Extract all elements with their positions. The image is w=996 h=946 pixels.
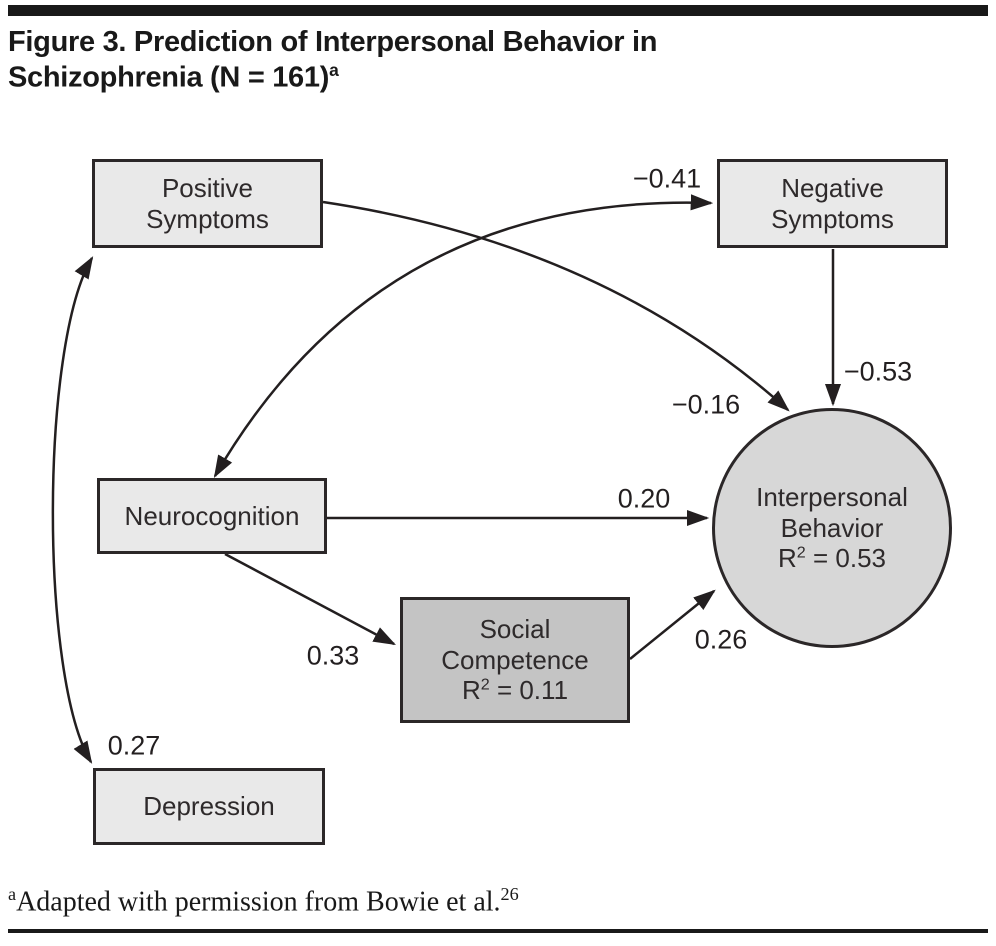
interpersonal-behavior-r2: R2 = 0.53 bbox=[778, 543, 886, 574]
node-social-competence: Social Competence R2 = 0.11 bbox=[400, 597, 630, 723]
arrow-depression-positive-symptoms bbox=[51, 256, 94, 764]
coefficient-neurocognition-negative-symptoms: −0.41 bbox=[632, 163, 702, 194]
node-negative-symptoms: Negative Symptoms bbox=[717, 159, 948, 248]
figure-title: Figure 3. Prediction of Interpersonal Be… bbox=[8, 25, 658, 96]
arrow-positive-symptoms-interpersonal bbox=[322, 200, 790, 412]
coefficient-positive-symptoms-interpersonal: −0.16 bbox=[671, 389, 741, 420]
arrow-neurocognition-negative-symptoms bbox=[213, 194, 714, 478]
node-neurocognition: Neurocognition bbox=[97, 478, 327, 554]
social-competence-r2: R2 = 0.11 bbox=[461, 675, 569, 706]
figure-title-line2: Schizophrenia (N = 161)a bbox=[8, 60, 339, 95]
figure-title-line1: Figure 3. Prediction of Interpersonal Be… bbox=[8, 26, 658, 58]
arrow-social-competence-interpersonal bbox=[629, 589, 716, 660]
coefficient-neurocognition-interpersonal: 0.20 bbox=[617, 483, 671, 514]
bottom-rule bbox=[8, 929, 988, 933]
node-positive-symptoms: Positive Symptoms bbox=[92, 159, 323, 248]
coefficient-negative-symptoms-interpersonal: −0.53 bbox=[843, 356, 913, 387]
coefficient-depression-positive-symptoms: 0.27 bbox=[107, 730, 161, 761]
node-depression: Depression bbox=[93, 768, 325, 845]
arrow-neurocognition-social-competence bbox=[224, 552, 396, 646]
title-superscript: a bbox=[329, 60, 339, 81]
footnote-superscript-post: 26 bbox=[500, 884, 519, 904]
footnote-superscript-pre: a bbox=[8, 884, 17, 904]
coefficient-neurocognition-social-competence: 0.33 bbox=[306, 640, 360, 671]
coefficient-social-competence-interpersonal: 0.26 bbox=[694, 624, 748, 655]
node-interpersonal-behavior: Interpersonal Behavior R2 = 0.53 bbox=[712, 408, 952, 648]
top-rule bbox=[8, 5, 988, 16]
footnote: aAdapted with permission from Bowie et a… bbox=[8, 884, 519, 918]
